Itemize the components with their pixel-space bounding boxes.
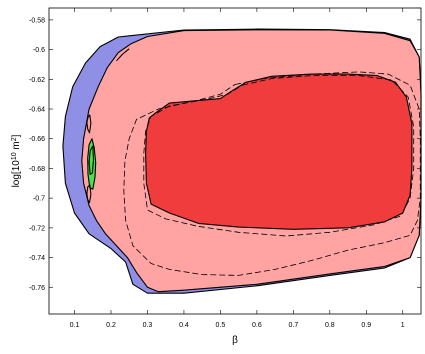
y-axis-label-sup2: 2 (11, 137, 18, 141)
y-tick-label: -0.6 (33, 47, 45, 54)
blue-notch (116, 48, 130, 62)
y-tick-label: -0.7 (33, 196, 45, 203)
dash-inner (143, 75, 415, 237)
green-dot-upper (86, 114, 92, 134)
y-axis-label: log[1010 m2] (11, 134, 23, 187)
y-tick-label: -0.64 (29, 107, 45, 114)
y-axis-label-sup1: 10 (11, 152, 18, 160)
green-dot-lower (86, 184, 92, 204)
y-axis-label-mid: m (11, 141, 22, 152)
x-tick-label: 1 (401, 322, 405, 329)
x-tick-label: 0.4 (179, 322, 189, 329)
x-tick-label: 0.1 (70, 322, 80, 329)
y-tick-label: -0.58 (29, 17, 45, 24)
green-core (88, 145, 95, 175)
y-tick-label: -0.74 (29, 255, 45, 262)
x-tick-label: 0.5 (216, 322, 226, 329)
x-tick-label: 0.6 (252, 322, 262, 329)
x-tick-label: 0.7 (288, 322, 298, 329)
contour-regions (62, 28, 422, 294)
y-tick-label: -0.76 (29, 285, 45, 292)
dash-outer (123, 71, 421, 276)
tick-labels: 0.1 0.2 0.3 0.4 0.5 0.6 0.7 0.8 0.9 1 -0.58 -0.6 -0.… (29, 17, 405, 329)
plot-frame (48, 7, 422, 315)
x-tick-label: 0.8 (325, 322, 335, 329)
x-tick-label: 0.2 (106, 322, 116, 329)
y-tick-label: -0.62 (29, 77, 45, 84)
y-tick-label: -0.66 (29, 136, 45, 143)
y-axis-label-prefix: log[10 (11, 160, 22, 188)
x-tick-label: 0.3 (143, 322, 153, 329)
axis-ticks (49, 8, 421, 314)
y-tick-label: -0.68 (29, 166, 45, 173)
x-axis-label: β (232, 335, 238, 346)
y-tick-label: -0.72 (29, 225, 45, 232)
y-axis-label-end: ] (11, 134, 22, 137)
x-tick-label: 0.9 (361, 322, 371, 329)
